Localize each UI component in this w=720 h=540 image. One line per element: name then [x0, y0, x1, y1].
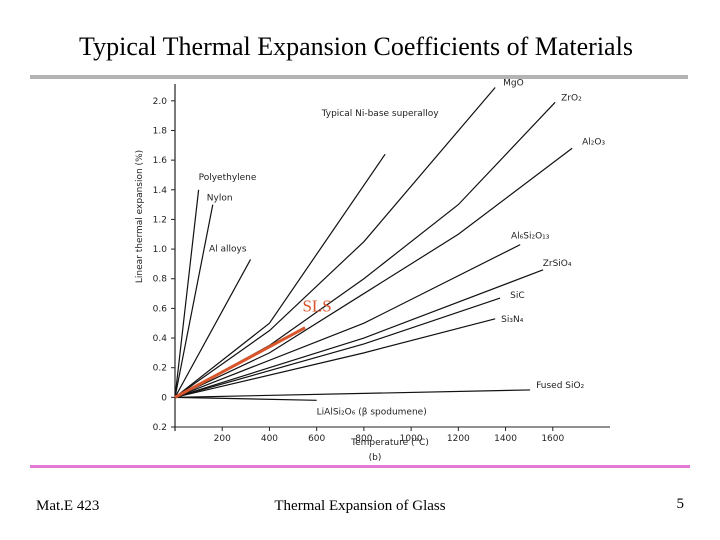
series-label: Si₃N₄ — [501, 315, 524, 325]
series-line — [174, 318, 496, 398]
series-label: ZrO₂ — [561, 93, 582, 103]
series-line — [174, 259, 252, 398]
series-label: Al₂O₃ — [582, 137, 605, 147]
x-tick-label: 800 — [355, 434, 372, 444]
y-tick-label: 1.4 — [153, 186, 168, 196]
x-tick-label: 1200 — [447, 434, 470, 444]
y-tick-label: 2.0 — [153, 97, 168, 107]
slide-title: Typical Thermal Expansion Coefficients o… — [79, 32, 633, 61]
series-line — [174, 396, 317, 401]
footer-right: 5 — [677, 496, 685, 512]
y-tick-label: 0.6 — [153, 304, 168, 314]
series-line — [174, 389, 531, 398]
x-axis-title: Temperature (°C) — [350, 438, 429, 448]
footer-center: Thermal Expansion of Glass — [274, 498, 445, 514]
series-label: Al alloys — [209, 244, 247, 254]
x-tick-label: 200 — [214, 434, 231, 444]
y-tick-label: 1.2 — [153, 215, 167, 225]
series-label: SiC — [510, 291, 525, 301]
series-line — [174, 204, 214, 398]
series-line — [174, 189, 200, 398]
series-line — [174, 269, 544, 398]
series-label: Typical Ni-base superalloy — [321, 109, 440, 119]
series-label: ZrSiO₄ — [543, 259, 572, 269]
series-line — [174, 153, 386, 398]
footer-left: Mat.E 423 — [36, 498, 99, 514]
plot: 0.2 0 0.2 0.4 0.6 0.8 1.0 1.2 1.4 1.6 1.8 2.0 200 400… — [135, 78, 610, 463]
y-tick-label: 0.2 — [153, 364, 167, 374]
y-tick-label: 1.6 — [153, 156, 168, 166]
series-label-highlight: SLS — [302, 297, 331, 316]
series-label: Al₆Si₂O₁₃ — [511, 232, 550, 242]
series-line — [174, 326, 306, 399]
y-tick-label: 1.8 — [153, 126, 168, 136]
series-line — [174, 87, 496, 398]
x-tick-label: 400 — [261, 434, 278, 444]
y-tick-label: 0.4 — [153, 334, 168, 344]
series-label: Polyethylene — [199, 173, 257, 183]
y-axis-title: Linear thermal expansion (%) — [135, 150, 145, 283]
caption: (b) — [369, 453, 382, 463]
y-tick-label: 1.0 — [153, 245, 168, 255]
series-line — [174, 147, 573, 398]
y-tick-label: 0.2 — [153, 423, 167, 433]
series-label: LiAlSi₂O₆ (β spodumene) — [317, 407, 427, 417]
x-tick-label: 600 — [308, 434, 325, 444]
series-line — [174, 244, 521, 398]
y-tick-label: 0 — [161, 393, 167, 403]
footer-rule — [30, 465, 690, 468]
y-tick-label: 0.8 — [153, 275, 168, 285]
series-label: MgO — [503, 78, 524, 88]
series-line — [174, 297, 501, 398]
series-label: Fused SiO₂ — [536, 381, 584, 391]
x-tick-label: 1400 — [494, 434, 517, 444]
series-label: Nylon — [207, 194, 233, 204]
x-tick-label: 1000 — [400, 434, 423, 444]
title-rule — [30, 75, 688, 79]
x-tick-label: 1600 — [541, 434, 564, 444]
